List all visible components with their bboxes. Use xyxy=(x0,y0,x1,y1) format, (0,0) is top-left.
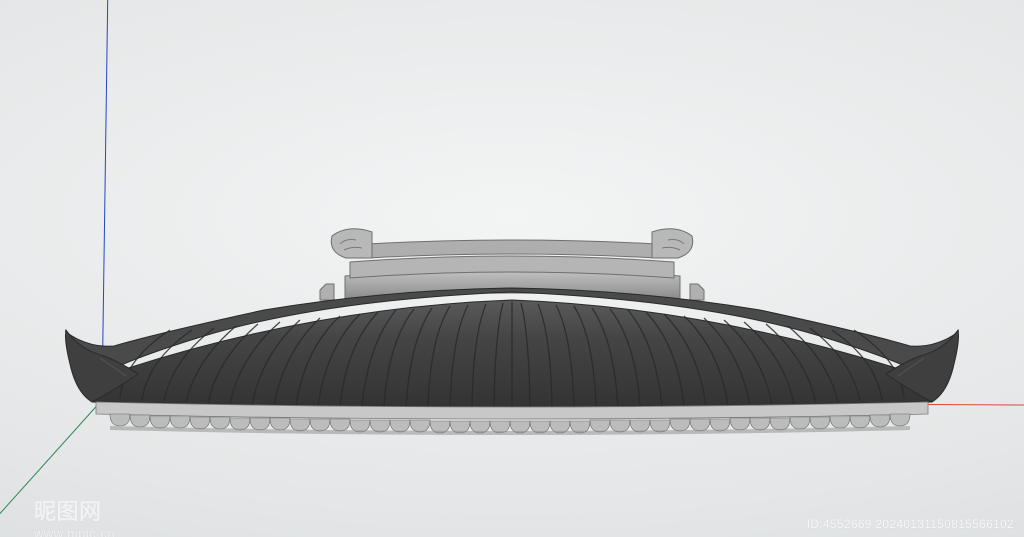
viewport-3d[interactable]: 昵图网 www.nipic.cn ID:4552669 202401311508… xyxy=(0,0,1024,537)
watermark-site-label: 昵图网 xyxy=(34,494,102,526)
eave-drip-tiles xyxy=(96,402,928,435)
watermark: 昵图网 www.nipic.cn xyxy=(34,494,115,537)
model-chinese-roof[interactable] xyxy=(0,0,1024,537)
image-meta: ID:4552669 20240131150815566102 xyxy=(807,517,1014,531)
ridge-ornament-right xyxy=(652,229,693,258)
watermark-url-label: www.nipic.cn xyxy=(34,526,115,537)
roof-tiles xyxy=(66,288,959,408)
ridge-ornament-left xyxy=(331,229,372,258)
